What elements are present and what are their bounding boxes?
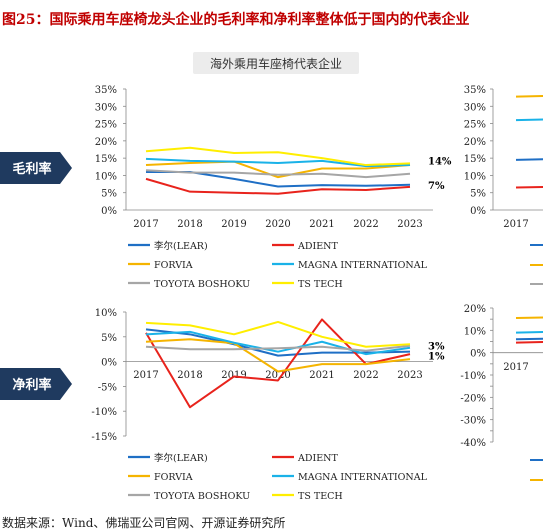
y-tick-label: 15% (95, 154, 117, 165)
series-line (515, 316, 543, 320)
y-tick-label: 10% (95, 171, 117, 182)
y-tick-label: 30% (464, 102, 486, 113)
y-tick-label: 10% (464, 326, 486, 337)
legend-label: TOYOTA BOSHOKU (154, 279, 250, 290)
y-tick-label: 5% (101, 189, 117, 200)
y-tick-label: 10% (95, 308, 117, 319)
x-tick-label: 2017 (133, 370, 158, 381)
y-tick-label: -40% (460, 438, 486, 449)
series-line (145, 320, 411, 348)
y-tick-label: -30% (460, 416, 486, 427)
net-margin-chart-partial: -40% -30% -20% -10% 0% 10% 20% 2017 (460, 304, 543, 449)
net-row-label-text: 净利率 (12, 377, 51, 393)
gross-row-label-shape (0, 152, 72, 184)
net-margin-chart: -15%-10%-5%0%5%10%2017 2018 2019 2020 2021 20… (91, 308, 445, 443)
net-row-label: 净利率 (0, 368, 72, 400)
legend-label: MAGNA INTERNATIONAL (298, 472, 428, 483)
series-line (515, 341, 543, 344)
gross-row-label-text: 毛利率 (12, 161, 51, 177)
data-label: 14% (428, 157, 452, 168)
figure-title: 图25：国际乘用车座椅龙头企业的毛利率和净利率整体低于国内的代表企业 (2, 11, 469, 28)
gross-margin-chart: 0% 5% 10% 15% 20% 25% 30% 35% 2017 2018 2019 2020 20… (95, 85, 452, 230)
y-tick-label: 20% (464, 304, 486, 315)
partial-series-group (515, 316, 543, 344)
legend-label: TOYOTA BOSHOKU (154, 491, 250, 502)
legend-label: TS TECH (298, 491, 343, 502)
data-label: 3% (428, 342, 445, 353)
y-tick-label: 0% (470, 206, 486, 217)
series-line (145, 338, 411, 373)
legend-label: FORVIA (154, 260, 193, 271)
series-line (145, 160, 411, 179)
series-line (145, 146, 411, 167)
data-label: 7% (428, 181, 445, 192)
series-line (515, 330, 543, 334)
x-tick-label: 2018 (177, 219, 202, 230)
x-tick-label: 2017 (503, 362, 528, 373)
series-line (515, 158, 543, 161)
series-line (515, 337, 543, 341)
gross-margin-chart-partial: 0% 5% 10% 15% 20% 25% 30% 35% 2017 (464, 85, 543, 230)
y-tick-label: 25% (95, 120, 117, 131)
section-header: 海外乘用车座椅代表企业 (210, 56, 342, 71)
legend-label: ADIENT (297, 453, 338, 464)
net-legend: 李尔(LEAR) ADIENT FORVIA MAGNA INTERNATIONAL T… (128, 452, 428, 502)
y-tick-label: 0% (470, 349, 486, 360)
net-row-label-shape (0, 368, 72, 400)
x-tick-label: 2017 (503, 219, 528, 230)
x-tick-label: 2019 (221, 219, 246, 230)
x-tick-label: 2021 (309, 370, 334, 381)
legend-label: TS TECH (298, 279, 343, 290)
y-tick-label: 0% (101, 358, 117, 369)
section-header-box (193, 52, 359, 74)
y-tick-label: 25% (464, 120, 486, 131)
partial-legend-stubs (530, 244, 543, 481)
legend-label: 李尔(LEAR) (154, 452, 208, 464)
y-tick-label: 5% (470, 189, 486, 200)
legend-label: FORVIA (154, 472, 193, 483)
x-tick-label: 2018 (177, 370, 202, 381)
x-tick-label: 2020 (265, 219, 290, 230)
y-tick-label: 30% (95, 102, 117, 113)
legend-label: 李尔(LEAR) (154, 240, 208, 252)
y-tick-label: 15% (464, 154, 486, 165)
y-tick-label: 35% (464, 85, 486, 96)
series-line (515, 118, 543, 122)
series-line (145, 169, 411, 179)
x-tick-label: 2023 (397, 219, 422, 230)
y-tick-label: 0% (101, 206, 117, 217)
series-line (145, 177, 411, 195)
y-tick-label: -20% (460, 393, 486, 404)
y-tick-label: -5% (98, 382, 117, 393)
series-line (515, 185, 543, 189)
y-tick-label: -10% (460, 371, 486, 382)
legend-label: ADIENT (297, 241, 338, 252)
partial-series-group (515, 95, 543, 189)
x-tick-label: 2022 (353, 370, 378, 381)
legend-label: MAGNA INTERNATIONAL (298, 260, 428, 271)
x-tick-label: 2021 (309, 219, 334, 230)
y-tick-label: 20% (95, 137, 117, 148)
gross-legend: 李尔(LEAR) ADIENT FORVIA MAGNA INTERNATIONAL T… (128, 240, 428, 290)
y-tick-label: 5% (101, 333, 117, 344)
x-tick-label: 2017 (133, 219, 158, 230)
y-tick-label: -15% (91, 432, 117, 443)
x-tick-label: 2023 (397, 370, 422, 381)
source-note: 数据来源：Wind、佛瑞亚公司官网、开源证券研究所 (2, 515, 285, 530)
series-line (145, 157, 411, 168)
y-tick-label: 35% (95, 85, 117, 96)
y-tick-label: 10% (464, 171, 486, 182)
series-line (145, 330, 411, 356)
series-line (515, 95, 543, 98)
x-tick-label: 2022 (353, 219, 378, 230)
data-label: 1% (428, 352, 445, 363)
series-line (145, 344, 411, 352)
y-tick-label: 20% (464, 137, 486, 148)
x-tick-label: 2020 (265, 370, 290, 381)
series-line (145, 328, 411, 357)
y-tick-label: -10% (91, 407, 117, 418)
gross-row-label: 毛利率 (0, 152, 72, 184)
